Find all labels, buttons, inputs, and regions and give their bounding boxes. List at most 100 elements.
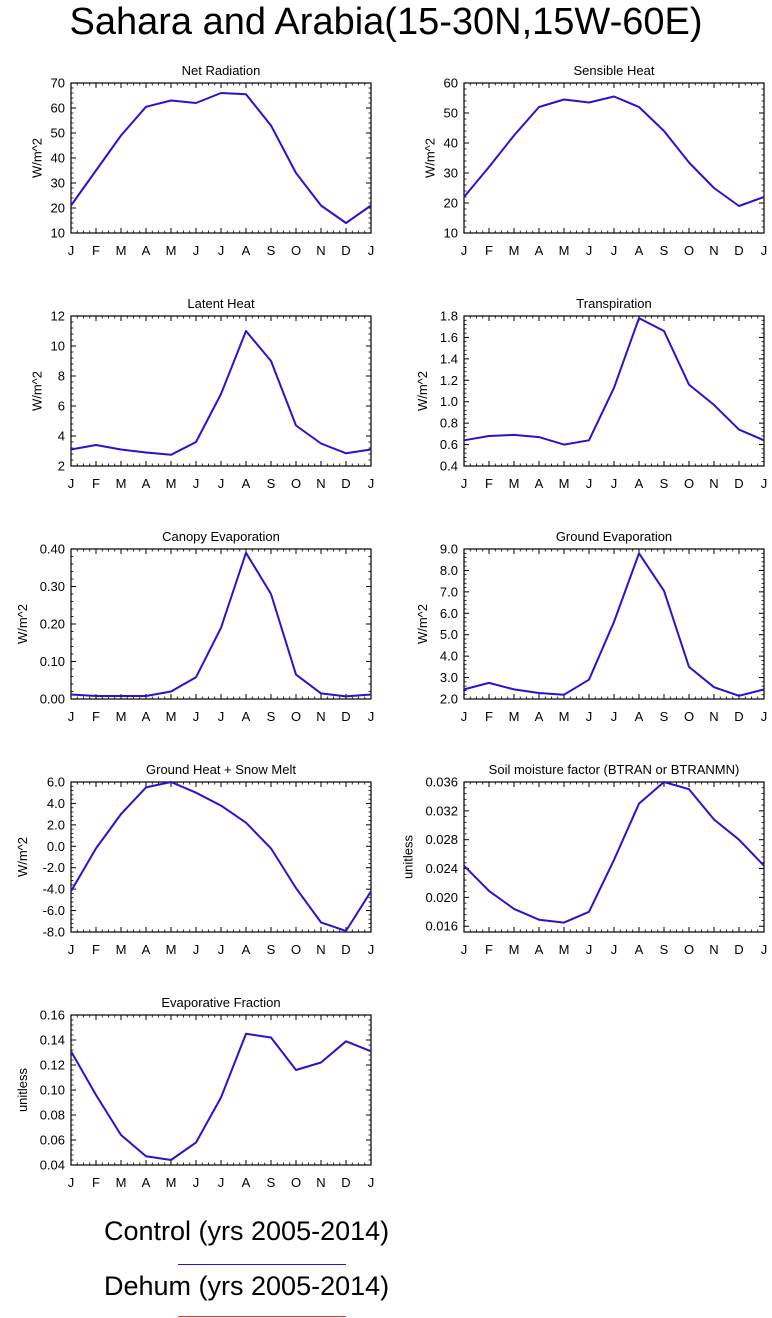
x-tick-label: N bbox=[316, 709, 325, 724]
x-tick-label: J bbox=[586, 942, 593, 957]
x-tick-label: J bbox=[368, 1175, 375, 1190]
x-tick-label: J bbox=[193, 476, 200, 491]
y-tick-label: 3.0 bbox=[440, 670, 458, 685]
x-tick-label: A bbox=[142, 942, 151, 957]
x-tick-label: J bbox=[761, 942, 768, 957]
x-tick-label: J bbox=[611, 709, 618, 724]
y-tick-label: 1.2 bbox=[440, 373, 458, 388]
x-tick-label: A bbox=[535, 709, 544, 724]
y-tick-label: 0.028 bbox=[425, 832, 458, 847]
x-tick-label: F bbox=[92, 1175, 100, 1190]
plot-title: Ground Heat + Snow Melt bbox=[146, 762, 296, 777]
x-tick-label: O bbox=[684, 709, 694, 724]
y-tick-label: 9.0 bbox=[440, 542, 458, 557]
x-tick-label: D bbox=[734, 709, 743, 724]
x-tick-label: O bbox=[291, 476, 301, 491]
x-tick-label: S bbox=[660, 243, 669, 258]
x-tick-label: J bbox=[218, 476, 225, 491]
y-axis-label: W/m^2 bbox=[29, 371, 44, 411]
y-tick-label: 10 bbox=[51, 226, 65, 241]
y-tick-label: 0.036 bbox=[425, 775, 458, 790]
x-tick-label: M bbox=[116, 709, 127, 724]
plot-title: Evaporative Fraction bbox=[161, 995, 280, 1010]
x-tick-label: J bbox=[461, 942, 468, 957]
x-tick-label: J bbox=[193, 709, 200, 724]
plot-title: Ground Evaporation bbox=[556, 529, 672, 544]
x-tick-label: D bbox=[734, 243, 743, 258]
x-tick-label: D bbox=[734, 942, 743, 957]
y-tick-label: 4.0 bbox=[440, 649, 458, 664]
x-tick-label: J bbox=[68, 942, 75, 957]
legend-dehum-label: Dehum (yrs 2005-2014) bbox=[104, 1271, 390, 1301]
plot-frame bbox=[463, 781, 765, 933]
x-tick-label: A bbox=[242, 476, 251, 491]
x-tick-label: J bbox=[761, 476, 768, 491]
x-tick-label: M bbox=[166, 476, 177, 491]
x-tick-label: N bbox=[709, 942, 718, 957]
x-tick-label: J bbox=[368, 476, 375, 491]
x-tick-label: F bbox=[485, 709, 493, 724]
y-tick-label: 0.020 bbox=[425, 890, 458, 905]
y-tick-label: 70 bbox=[51, 76, 65, 91]
y-tick-label: 40 bbox=[444, 136, 458, 151]
x-tick-label: A bbox=[142, 1175, 151, 1190]
y-tick-label: 10 bbox=[444, 226, 458, 241]
y-tick-label: 0.12 bbox=[40, 1058, 65, 1073]
x-tick-label: A bbox=[635, 476, 644, 491]
x-tick-label: S bbox=[267, 476, 276, 491]
y-tick-label: 6.0 bbox=[47, 775, 65, 790]
plot-frame bbox=[463, 82, 765, 234]
x-tick-label: M bbox=[116, 1175, 127, 1190]
y-tick-label: 12 bbox=[51, 309, 65, 324]
x-tick-label: F bbox=[92, 476, 100, 491]
y-tick-label: 0.10 bbox=[40, 1083, 65, 1098]
y-tick-label: 40 bbox=[51, 151, 65, 166]
legend-control-label: Control (yrs 2005-2014) bbox=[104, 1216, 390, 1246]
y-tick-label: 30 bbox=[51, 176, 65, 191]
y-tick-label: 2 bbox=[58, 459, 65, 474]
x-tick-label: A bbox=[242, 942, 251, 957]
series-line-control bbox=[463, 95, 765, 207]
x-tick-label: A bbox=[635, 709, 644, 724]
x-tick-label: J bbox=[68, 1175, 75, 1190]
x-tick-label: O bbox=[291, 243, 301, 258]
y-tick-label: 1.8 bbox=[440, 309, 458, 324]
y-tick-label: 1.0 bbox=[440, 394, 458, 409]
x-tick-label: F bbox=[92, 942, 100, 957]
x-tick-label: A bbox=[535, 942, 544, 957]
y-tick-label: 30 bbox=[444, 166, 458, 181]
x-tick-label: A bbox=[142, 243, 151, 258]
plot-frame bbox=[70, 315, 372, 467]
x-tick-label: N bbox=[709, 476, 718, 491]
x-tick-label: F bbox=[485, 243, 493, 258]
series-line-control bbox=[70, 1032, 372, 1161]
y-axis-label: W/m^2 bbox=[415, 371, 430, 411]
x-tick-label: J bbox=[68, 476, 75, 491]
y-tick-label: -6.0 bbox=[43, 903, 65, 918]
x-tick-label: D bbox=[341, 709, 350, 724]
y-tick-label: 4.0 bbox=[47, 796, 65, 811]
series-line-control bbox=[70, 92, 372, 224]
y-tick-label: 8 bbox=[58, 369, 65, 384]
y-tick-label: 7.0 bbox=[440, 584, 458, 599]
y-tick-label: 8.0 bbox=[440, 563, 458, 578]
x-tick-label: J bbox=[586, 476, 593, 491]
x-tick-label: F bbox=[92, 243, 100, 258]
x-tick-label: N bbox=[316, 1175, 325, 1190]
series-line-control bbox=[70, 330, 372, 456]
x-tick-label: D bbox=[734, 476, 743, 491]
x-tick-label: A bbox=[242, 1175, 251, 1190]
x-tick-label: D bbox=[341, 243, 350, 258]
x-tick-label: S bbox=[267, 709, 276, 724]
x-tick-label: S bbox=[267, 942, 276, 957]
y-tick-label: 60 bbox=[51, 101, 65, 116]
x-tick-label: N bbox=[316, 476, 325, 491]
y-tick-label: 60 bbox=[444, 76, 458, 91]
y-tick-label: 0.40 bbox=[40, 542, 65, 557]
x-tick-label: J bbox=[586, 709, 593, 724]
x-tick-label: F bbox=[92, 709, 100, 724]
y-tick-label: 0.04 bbox=[40, 1158, 65, 1173]
x-tick-label: J bbox=[218, 1175, 225, 1190]
